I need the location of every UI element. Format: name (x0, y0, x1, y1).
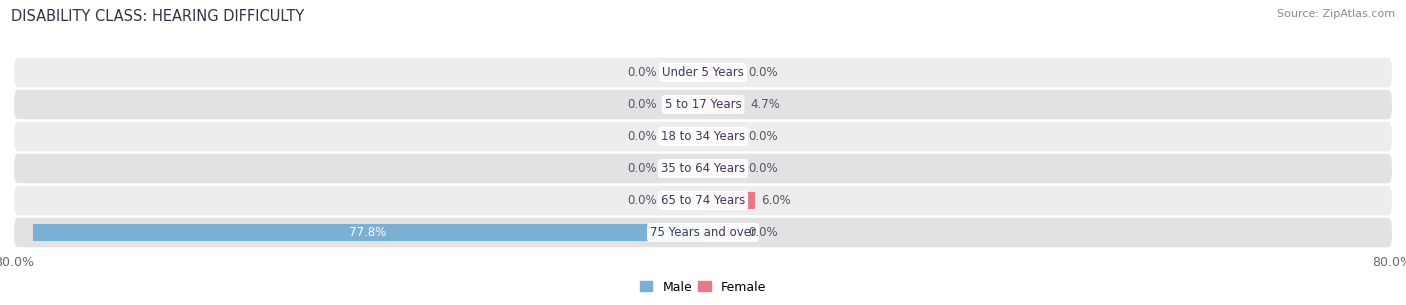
Text: 77.8%: 77.8% (349, 226, 387, 239)
Text: Source: ZipAtlas.com: Source: ZipAtlas.com (1277, 9, 1395, 19)
Legend: Male, Female: Male, Female (636, 275, 770, 299)
Text: DISABILITY CLASS: HEARING DIFFICULTY: DISABILITY CLASS: HEARING DIFFICULTY (11, 9, 305, 24)
Bar (664, 192, 703, 209)
FancyBboxPatch shape (14, 218, 1392, 247)
Bar (703, 128, 742, 145)
Text: 0.0%: 0.0% (748, 162, 779, 175)
Text: 0.0%: 0.0% (748, 66, 779, 79)
Bar (664, 64, 703, 81)
Bar (664, 128, 703, 145)
Text: 5 to 17 Years: 5 to 17 Years (665, 98, 741, 111)
Bar (703, 192, 755, 209)
Text: 0.0%: 0.0% (627, 66, 658, 79)
Text: Under 5 Years: Under 5 Years (662, 66, 744, 79)
FancyBboxPatch shape (14, 154, 1392, 183)
Text: 6.0%: 6.0% (762, 194, 792, 207)
Text: 0.0%: 0.0% (627, 162, 658, 175)
Text: 75 Years and over: 75 Years and over (650, 226, 756, 239)
Text: 0.0%: 0.0% (627, 194, 658, 207)
Bar (664, 96, 703, 113)
Bar (703, 64, 742, 81)
Text: 0.0%: 0.0% (627, 130, 658, 143)
Bar (703, 96, 744, 113)
Text: 0.0%: 0.0% (748, 226, 779, 239)
FancyBboxPatch shape (14, 122, 1392, 151)
Bar (703, 224, 742, 241)
FancyBboxPatch shape (14, 58, 1392, 87)
Text: 4.7%: 4.7% (751, 98, 780, 111)
Bar (32, 224, 703, 241)
Text: 65 to 74 Years: 65 to 74 Years (661, 194, 745, 207)
FancyBboxPatch shape (14, 90, 1392, 119)
Text: 18 to 34 Years: 18 to 34 Years (661, 130, 745, 143)
Bar (664, 160, 703, 177)
Bar (703, 160, 742, 177)
Text: 35 to 64 Years: 35 to 64 Years (661, 162, 745, 175)
Text: 0.0%: 0.0% (627, 98, 658, 111)
FancyBboxPatch shape (14, 186, 1392, 215)
Text: 0.0%: 0.0% (748, 130, 779, 143)
